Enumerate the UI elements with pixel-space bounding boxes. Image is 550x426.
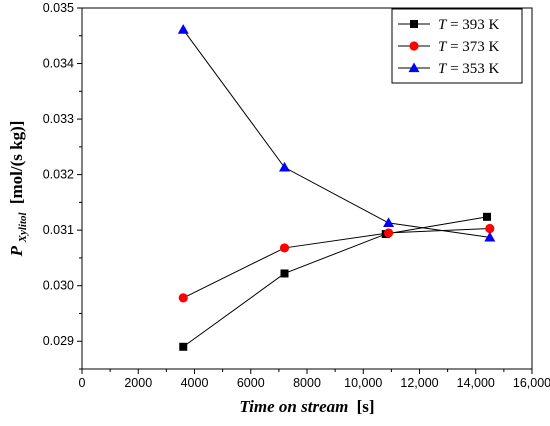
legend-label-rest: = 373 K [446, 39, 499, 55]
data-point [179, 342, 188, 351]
legend-label-var: T [438, 61, 448, 77]
x-axis-title-main: Time on stream [239, 397, 348, 416]
data-point [177, 24, 189, 34]
legend-label-var: T [438, 39, 448, 55]
series-layer [177, 24, 496, 351]
y-tick-label: 0.030 [43, 279, 74, 293]
legend-label-rest: = 393 K [446, 17, 499, 33]
data-point [484, 231, 496, 242]
y-tick-label: 0.033 [43, 112, 74, 126]
x-tick-label: 0 [79, 376, 86, 390]
y-axis: 0.029 0.030 0.031 0.032 0.033 0.034 0.035 [43, 1, 82, 370]
data-point [383, 228, 394, 238]
y-tick-label: 0.035 [43, 1, 74, 15]
series-line [182, 216, 488, 348]
y-axis-title-unit: [mol/(s kg)] [7, 121, 26, 205]
y-axis-title-symbol: P [7, 245, 26, 257]
data-point [280, 269, 289, 278]
data-point [485, 223, 495, 234]
y-tick-label: 0.029 [43, 334, 74, 348]
y-axis-title: P Xylitol [mol/(s kg)] [7, 121, 30, 258]
y-tick-label: 0.034 [43, 57, 74, 71]
series-1 [179, 212, 491, 351]
data-point [279, 161, 290, 172]
legend: T = 393 KT = 373 KT = 353 K [391, 8, 523, 84]
data-point [483, 212, 491, 221]
legend-marker [408, 62, 420, 73]
x-tick-label: 10,000 [344, 376, 382, 390]
data-point [383, 217, 395, 228]
x-tick-label: 6000 [237, 376, 265, 390]
legend-label: T = 373 K [438, 39, 500, 55]
x-axis-title: Time on stream [s] [239, 397, 374, 416]
series-3 [177, 24, 496, 242]
x-axis-title-unit: [s] [357, 397, 375, 416]
y-tick-label: 0.032 [43, 168, 74, 182]
x-tick-label: 16,000 [513, 376, 550, 390]
x-axis: 0 2000 4000 6000 8000 10,000 12,000 14,000 16,00… [79, 369, 550, 390]
data-point [178, 293, 188, 303]
x-tick-label: 8000 [293, 376, 321, 390]
y-tick-label: 0.031 [43, 223, 74, 237]
legend-entry: T = 373 K [398, 39, 500, 55]
legend-entry: T = 353 K [398, 61, 500, 77]
legend-marker [410, 20, 418, 28]
legend-label: T = 353 K [438, 61, 500, 77]
series-line [182, 29, 490, 238]
legend-label-var: T [438, 17, 448, 33]
legend-entry: T = 393 K [398, 17, 500, 33]
y-axis-title-subscript: Xylitol [17, 211, 29, 243]
legend-label: T = 393 K [438, 17, 500, 33]
data-point [279, 243, 290, 253]
legend-label-rest: = 353 K [446, 61, 499, 77]
x-tick-label: 12,000 [400, 376, 438, 390]
legend-marker [409, 41, 419, 51]
series-line [183, 227, 490, 299]
x-tick-label: 2000 [124, 376, 152, 390]
x-tick-label: 4000 [181, 376, 209, 390]
series-2 [178, 223, 495, 303]
x-tick-label: 14,000 [457, 376, 495, 390]
